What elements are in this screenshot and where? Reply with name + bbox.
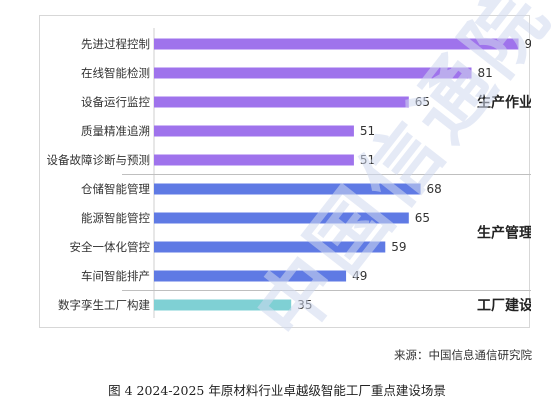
category-label: 设备运行监控 — [81, 95, 150, 109]
bar — [154, 212, 409, 224]
bar — [154, 299, 292, 311]
group-label: 生产作业 — [477, 94, 531, 111]
chart-frame: 先进过程控制 93 在线智能检测 81 设备运行监控 65 质量精准追溯 51 设备故障诊断与预… — [39, 15, 531, 328]
category-label: 安全一体化管控 — [70, 240, 151, 254]
group-label: 生产管理 — [477, 225, 531, 242]
category-label: 仓储智能管理 — [81, 182, 150, 196]
category-label: 质量精准追溯 — [81, 124, 150, 138]
bar — [154, 270, 347, 282]
value-label: 93 — [525, 37, 531, 51]
value-label: 35 — [297, 298, 312, 312]
category-label: 在线智能检测 — [81, 66, 150, 80]
value-label: 51 — [360, 124, 375, 138]
category-label: 数字孪生工厂构建 — [58, 298, 150, 312]
bar — [154, 125, 354, 137]
bar — [154, 241, 386, 253]
category-label: 设备故障诊断与预测 — [47, 153, 151, 167]
category-label: 先进过程控制 — [81, 37, 150, 51]
bar — [154, 183, 421, 195]
source-note: 来源：中国信息通信研究院 — [394, 348, 532, 362]
figure-caption: 图 4 2024-2025 年原材料行业卓越级智能工厂重点建设场景 — [108, 383, 446, 398]
bar — [154, 38, 519, 50]
group-label: 工厂建设 — [477, 297, 531, 314]
value-label: 81 — [478, 66, 493, 80]
value-label: 68 — [427, 182, 442, 196]
value-label: 65 — [415, 95, 430, 109]
value-label: 49 — [352, 269, 367, 283]
bar — [154, 154, 354, 166]
value-label: 59 — [391, 240, 406, 254]
bar-chart: 先进过程控制 93 在线智能检测 81 设备运行监控 65 质量精准追溯 51 设备故障诊断与预… — [47, 28, 531, 318]
bar — [154, 67, 472, 79]
bar — [154, 96, 409, 108]
value-label: 65 — [415, 211, 430, 225]
value-label: 51 — [360, 153, 375, 167]
category-label: 车间智能排产 — [81, 269, 150, 283]
category-label: 能源智能管控 — [81, 211, 150, 225]
